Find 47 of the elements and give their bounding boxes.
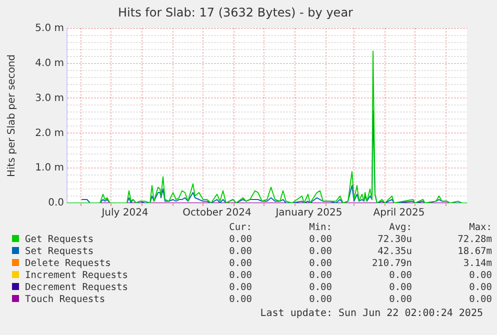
text: 72.30u (376, 234, 412, 246)
y-tick-label: 4.0 m (35, 58, 64, 69)
x-tick-label: October 2024 (182, 208, 252, 219)
x-tick-label: July 2024 (100, 208, 148, 219)
legend-label: Increment Requests (24, 270, 128, 281)
legend-label: Get Requests (24, 234, 94, 245)
legend-label: Decrement Requests (24, 282, 128, 293)
text: 0.00 (388, 294, 412, 306)
y-tick-label: 2.0 m (35, 128, 64, 139)
x-tick-label: April 2025 (373, 208, 425, 219)
text: 3.14m (462, 258, 492, 270)
text: 0.00 (228, 294, 252, 306)
text: 0.00 (228, 282, 252, 294)
legend-label: Touch Requests (24, 294, 106, 305)
chart-title: Hits for Slab: 17 (3632 Bytes) - by year (118, 5, 354, 20)
text: 0.00 (468, 294, 492, 306)
text: 0.00 (308, 282, 332, 294)
legend-label: Delete Requests (24, 258, 111, 269)
text: 0.00 (308, 294, 332, 306)
text: 0.00 (228, 246, 252, 258)
text: 0.00 (308, 234, 332, 246)
text: 0.00 (228, 258, 252, 270)
text: 0.00 (468, 282, 492, 294)
text: 0.00 (308, 270, 332, 282)
y-axis-title: Hits per Slab per second (6, 54, 18, 178)
text: Min: (308, 222, 332, 234)
text: 42.35u (376, 246, 412, 258)
text: 72.28m (456, 234, 492, 246)
x-tick-label: January 2025 (274, 208, 342, 219)
text: 0.00 (228, 234, 252, 246)
y-tick-label: 1.0 m (35, 162, 64, 174)
text: Last update: Sun Jun 22 02:00:24 2025 (260, 308, 483, 319)
y-tick-label: 3.0 m (35, 92, 64, 104)
text: 0.00 (308, 258, 332, 270)
text: 210.79n (370, 258, 412, 270)
text: 0.00 (308, 246, 332, 258)
text: Cur: (228, 222, 252, 234)
text: 0.00 (468, 270, 492, 282)
legend-label: Set Requests (24, 246, 94, 257)
text: Avg: (388, 222, 412, 234)
text: 0.00 (388, 270, 412, 282)
text: 0.00 (388, 282, 412, 294)
text: 0.00 (228, 270, 252, 282)
text: 18.67m (456, 246, 492, 258)
text: Max: (468, 222, 492, 234)
y-tick-label: 5.0 m (35, 22, 64, 34)
y-tick-label: 0.0 (48, 198, 64, 209)
